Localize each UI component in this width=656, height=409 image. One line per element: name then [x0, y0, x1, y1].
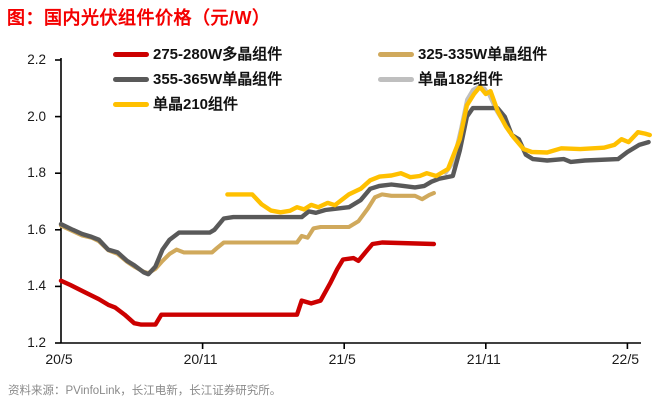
legend-item-182: 单晶182组件: [378, 71, 503, 88]
series-line-325-335W单晶组件: [58, 190, 436, 276]
series-line-单晶210组件: [225, 84, 652, 215]
legend-item-325-335w: 325-335W单晶组件: [378, 46, 547, 63]
x-axis-tick-label: 21/11: [466, 351, 501, 367]
legend-label: 355-365W单晶组件: [153, 71, 283, 88]
y-axis-tick-label: 2.0: [27, 108, 46, 124]
legend-item-275-280w: 275-280W多晶组件: [113, 46, 282, 63]
x-axis-tick-label: 22/5: [611, 351, 640, 367]
legend-swatch-gray: [113, 77, 149, 82]
legend-item-355-365w: 355-365W单晶组件: [113, 71, 282, 88]
legend-swatch-red: [113, 52, 149, 57]
legend-label: 325-335W单晶组件: [418, 46, 548, 63]
legend-swatch-tan: [378, 52, 414, 57]
y-axis-tick-label: 1.4: [27, 278, 46, 294]
x-axis-tick-label: 20/5: [45, 351, 73, 367]
x-axis-tick-label: 20/11: [183, 351, 218, 367]
y-axis-tick-label: 1.8: [27, 165, 46, 181]
source-note: 资料来源：PVinfoLink，长江电新，长江证券研究所。: [8, 385, 282, 397]
legend-label: 单晶210组件: [153, 96, 239, 113]
y-axis-tick-label: 1.2: [27, 335, 46, 350]
legend-item-210: 单晶210组件: [113, 96, 238, 113]
legend-swatch-silver: [378, 77, 414, 82]
y-axis-tick-label: 1.6: [27, 221, 46, 237]
series-line-355-365W单晶组件: [58, 105, 651, 277]
chart-title: 图：国内光伏组件价格（元/W）: [7, 8, 271, 28]
x-axis-tick-label: 21/5: [328, 351, 356, 367]
series-line-275-280W多晶组件: [58, 240, 437, 327]
legend-label: 单晶182组件: [418, 71, 504, 88]
y-axis-tick-label: 2.2: [27, 52, 46, 67]
legend-label: 275-280W多晶组件: [153, 46, 283, 63]
legend-swatch-gold: [113, 102, 149, 107]
